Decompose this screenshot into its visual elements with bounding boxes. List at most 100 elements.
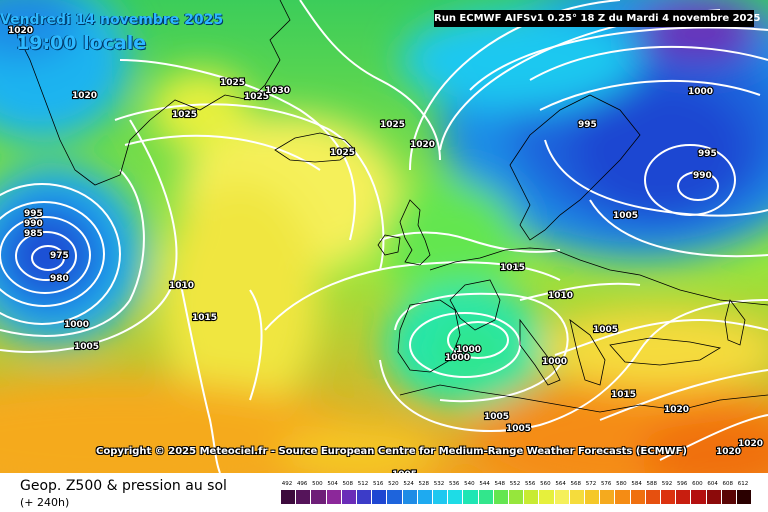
isobar-label: 1005 (392, 470, 417, 473)
run-info-banner: Run ECMWF AIFSv1 0.25° 18 Z du Mardi 4 n… (434, 10, 760, 27)
scale-swatch (706, 490, 722, 504)
isobar-label: 1030 (265, 86, 290, 96)
isobar-label: 1005 (593, 325, 618, 335)
isobar-label: 1000 (456, 345, 481, 355)
isobar-label: 975 (50, 251, 69, 261)
legend-footer: Geop. Z500 & pression au sol (+ 240h) 49… (0, 473, 768, 512)
isobar-label: 980 (50, 274, 69, 284)
isobar-label: 1020 (716, 447, 741, 457)
isobar-label: 1005 (613, 211, 638, 221)
scale-swatch (281, 490, 297, 504)
isobar-label: 990 (24, 219, 43, 229)
isobar-label: 1010 (548, 291, 573, 301)
scale-label: 612 (737, 481, 749, 487)
scale-label: 512 (357, 481, 369, 487)
scale-label: 568 (570, 481, 582, 487)
scale-swatch (585, 490, 601, 504)
isobar-label: 1020 (738, 439, 763, 449)
scale-swatch (509, 490, 525, 504)
scale-swatch (357, 490, 373, 504)
isobar-label: 1000 (445, 353, 470, 363)
scale-label: 500 (312, 481, 323, 487)
scale-swatch (296, 490, 312, 504)
scale-label: 492 (281, 481, 293, 487)
forecast-map: 1020 1020 1025 1025 1030 1025 1025 1025 … (0, 0, 768, 473)
scale-label: 536 (448, 481, 460, 487)
scale-swatch (402, 490, 418, 504)
scale-swatch (478, 490, 494, 504)
isobar-label: 1005 (74, 342, 99, 352)
color-scale: 492 496 500 504 508 512 516 520 524 528 532 536 540 5… (281, 480, 753, 508)
isobar-label: 1025 (330, 148, 355, 158)
isobar-label: 1020 (664, 405, 689, 415)
isobar-label: 1015 (192, 313, 217, 323)
scale-label: 608 (722, 481, 734, 487)
scale-label: 596 (676, 481, 688, 487)
isobar-labels: 1020 1020 1025 1025 1030 1025 1025 1025 … (7, 25, 764, 473)
scale-label: 496 (296, 481, 308, 487)
isobar-label: 1020 (410, 140, 435, 150)
isobar-label: 1020 (72, 91, 97, 101)
scale-swatch (676, 490, 692, 504)
isobar-label: 1025 (172, 110, 197, 120)
isobar-label: 1025 (244, 92, 269, 102)
forecast-local-time: 19:00 locale (16, 32, 147, 54)
scale-label: 552 (509, 481, 521, 487)
isobar-label: 1015 (611, 390, 636, 400)
isobar-label: 985 (24, 229, 43, 239)
scale-label: 540 (464, 481, 475, 487)
isobar-label: 995 (578, 120, 597, 130)
isobar-label: 1010 (169, 281, 194, 291)
scale-swatch (721, 490, 737, 504)
scale-label: 556 (524, 481, 536, 487)
isobar-label: 1015 (500, 263, 525, 273)
isobar-label: 1020 (8, 26, 33, 36)
scale-swatch (433, 490, 449, 504)
geopotential-shading (0, 0, 768, 473)
scale-swatch (372, 490, 388, 504)
coastlines (14, 0, 768, 413)
scale-swatch (737, 490, 753, 504)
scale-label: 572 (585, 481, 597, 487)
scale-label: 520 (388, 481, 399, 487)
scale-label: 584 (631, 481, 642, 487)
scale-swatch (493, 490, 509, 504)
scale-swatch (645, 490, 661, 504)
scale-label: 600 (692, 481, 703, 487)
copyright-notice: Copyright © 2025 Meteociel.fr - Source E… (96, 446, 687, 457)
scale-label: 604 (707, 481, 718, 487)
scale-label: 588 (646, 481, 658, 487)
scale-label: 548 (494, 481, 506, 487)
scale-label: 528 (418, 481, 430, 487)
isobar-label: 995 (698, 149, 717, 159)
scale-label: 508 (342, 481, 354, 487)
product-title: Geop. Z500 & pression au sol (20, 478, 227, 494)
scale-swatch (539, 490, 555, 504)
scale-label: 544 (479, 481, 490, 487)
scale-swatch (615, 490, 631, 504)
scale-swatch (661, 490, 677, 504)
scale-label: 580 (616, 481, 627, 487)
map-canvas: 1020 1020 1025 1025 1030 1025 1025 1025 … (0, 0, 768, 473)
scale-swatch (600, 490, 616, 504)
scale-label: 504 (327, 481, 338, 487)
isobar-label: 990 (693, 171, 712, 181)
isobar-label: 1000 (64, 320, 89, 330)
isobar-label: 1005 (506, 424, 531, 434)
scale-swatch (463, 490, 479, 504)
lead-time: (+ 240h) (20, 496, 70, 509)
scale-swatch (691, 490, 707, 504)
scale-label: 564 (555, 481, 566, 487)
scale-label: 592 (661, 481, 673, 487)
scale-swatch (387, 490, 403, 504)
isobar-label: 1000 (542, 357, 567, 367)
scale-label: 532 (433, 481, 445, 487)
scale-swatch (311, 490, 327, 504)
scale-label: 516 (372, 481, 384, 487)
isobar-label: 995 (24, 209, 43, 219)
scale-swatch (448, 490, 464, 504)
isobar-label: 1005 (484, 412, 509, 422)
scale-label: 524 (403, 481, 414, 487)
isobar-label: 1025 (220, 78, 245, 88)
scale-label: 576 (600, 481, 612, 487)
